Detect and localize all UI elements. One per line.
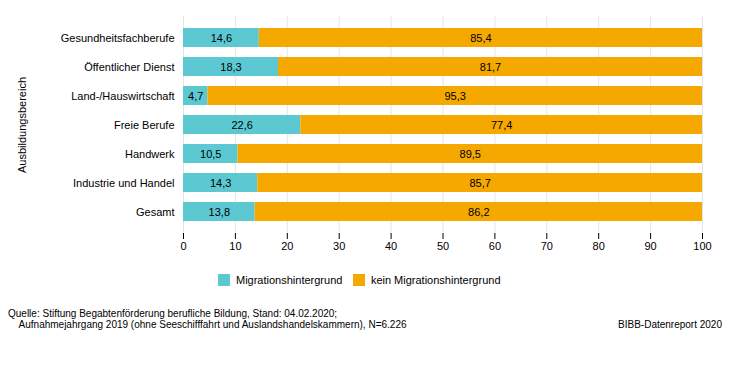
- svg-text:22,6: 22,6: [231, 119, 252, 131]
- svg-text:18,3: 18,3: [220, 61, 241, 73]
- svg-text:40: 40: [385, 240, 397, 252]
- svg-text:Öffentlicher Dienst: Öffentlicher Dienst: [84, 61, 174, 73]
- svg-text:89,5: 89,5: [460, 148, 481, 160]
- svg-text:85,4: 85,4: [470, 32, 491, 44]
- html-text:Migrationshintergrund: Migrationshintergrund: [236, 273, 343, 286]
- svg-text:100: 100: [693, 240, 711, 252]
- svg-text:10,5: 10,5: [200, 148, 221, 160]
- svg-text:Land-/Hauswirtschaft: Land-/Hauswirtschaft: [71, 90, 174, 102]
- svg-text:50: 50: [437, 240, 449, 252]
- svg-text:85,7: 85,7: [469, 177, 490, 189]
- html-text:BIBB-Datenreport 2020: BIBB-Datenreport 2020: [618, 318, 722, 330]
- svg-text:95,3: 95,3: [444, 90, 465, 102]
- svg-text:60: 60: [489, 240, 501, 252]
- svg-text:14,6: 14,6: [211, 32, 232, 44]
- svg-text:30: 30: [333, 240, 345, 252]
- svg-text:4,7: 4,7: [188, 90, 203, 102]
- html-text:kein Migrationshintergrund: kein Migrationshintergrund: [370, 273, 501, 286]
- svg-text:13,8: 13,8: [209, 206, 230, 218]
- svg-text:86,2: 86,2: [468, 206, 489, 218]
- svg-text:90: 90: [644, 240, 656, 252]
- svg-text:80: 80: [593, 240, 605, 252]
- svg-text:Freie Berufe: Freie Berufe: [114, 119, 175, 131]
- svg-text:Gesundheitsfachberufe: Gesundheitsfachberufe: [61, 32, 175, 44]
- svg-text:Handwerk: Handwerk: [125, 148, 175, 160]
- svg-text:0: 0: [180, 240, 186, 252]
- svg-text:14,3: 14,3: [210, 177, 231, 189]
- svg-text:Ausbildungsbereich: Ausbildungsbereich: [16, 77, 28, 173]
- html-text:Quelle: Stiftung Begabtenförde: Quelle: Stiftung Begabtenförderung beruf…: [8, 307, 407, 330]
- svg-text:81,7: 81,7: [480, 61, 501, 73]
- svg-text:20: 20: [281, 240, 293, 252]
- svg-text:77,4: 77,4: [491, 119, 512, 131]
- svg-text:Gesamt: Gesamt: [136, 206, 175, 218]
- svg-text:70: 70: [541, 240, 553, 252]
- svg-text:Industrie und Handel: Industrie und Handel: [73, 177, 175, 189]
- svg-text:10: 10: [229, 240, 241, 252]
